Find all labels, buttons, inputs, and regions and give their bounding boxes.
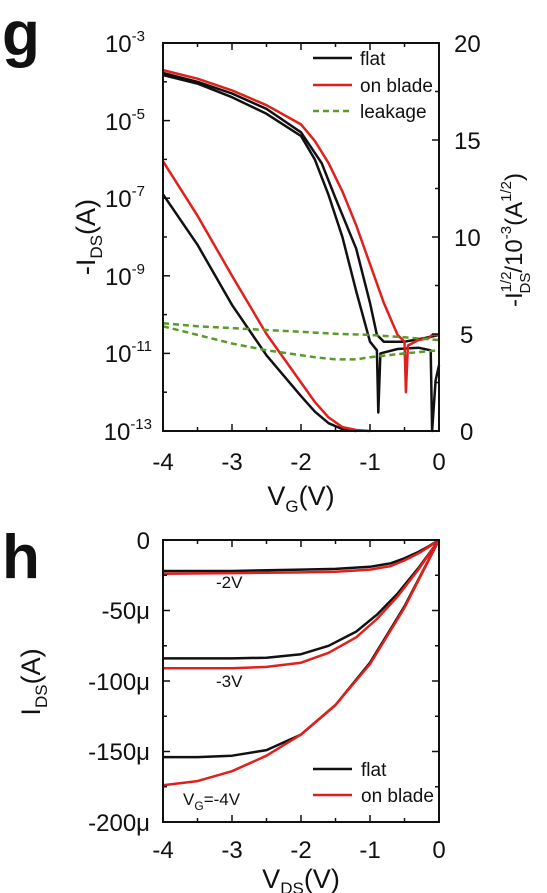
h-x-axis-label: VDS(V) bbox=[262, 864, 340, 893]
h-series-2-line bbox=[163, 539, 441, 660]
g-ytick-left-3: 10-9 bbox=[105, 261, 145, 291]
h-series-1-line bbox=[162, 538, 440, 576]
g-ytick-left-1: 10-5 bbox=[105, 106, 145, 136]
panel-g-right-tick-labels: 20 15 10 5 0 bbox=[454, 31, 481, 446]
g-ytick-right-1: 15 bbox=[454, 128, 481, 155]
g-xtick-1: -3 bbox=[221, 449, 242, 476]
h-ytick-4: -200μ bbox=[88, 810, 150, 837]
h-legend-blade: on blade bbox=[361, 786, 434, 807]
g-right-axis-label: -I1/2 DS/10-3(A1/2) bbox=[498, 173, 534, 307]
g-x-axis-label: VG(V) bbox=[267, 481, 334, 516]
g-xtick-2: -2 bbox=[290, 449, 311, 476]
g-left-axis-label: -IDS(A) bbox=[71, 199, 106, 275]
g-ytick-left-5: 10-13 bbox=[104, 416, 152, 446]
h-annotation-vg-4: VG=-4V bbox=[183, 790, 241, 813]
panel-h-ticks bbox=[162, 539, 440, 822]
h-y-axis-label: IDS(A) bbox=[16, 648, 51, 715]
h-annotation-vg-3: -3V bbox=[216, 672, 243, 691]
h-xtick-3: -1 bbox=[359, 837, 380, 864]
panel-g-ticks bbox=[162, 42, 440, 432]
h-ytick-2: -100μ bbox=[88, 669, 150, 696]
g-series-5-line bbox=[162, 321, 440, 342]
g-xtick-4: 0 bbox=[432, 449, 445, 476]
panel-g-left-tick-labels: 10-3 10-5 10-7 10-9 10-11 10-13 bbox=[104, 28, 152, 446]
panel-g: g 10-3 10-5 10-7 10-9 10-11 10-13 20 15 … bbox=[2, 0, 534, 516]
g-ytick-right-0: 20 bbox=[454, 31, 481, 58]
panel-g-x-tick-labels: -4 -3 -2 -1 0 bbox=[152, 449, 445, 476]
h-ytick-0: 0 bbox=[137, 528, 150, 555]
g-ytick-right-2: 10 bbox=[454, 225, 481, 252]
panel-h-y-tick-labels: 0 -50μ -100μ -150μ -200μ bbox=[88, 528, 150, 837]
g-ytick-right-3: 5 bbox=[460, 322, 473, 349]
panel-h-x-tick-labels: -4 -3 -2 -1 0 bbox=[152, 837, 445, 864]
h-xtick-0: -4 bbox=[152, 837, 173, 864]
g-series-4-line bbox=[161, 160, 371, 433]
g-ytick-left-0: 10-3 bbox=[105, 28, 145, 58]
g-legend-flat: flat bbox=[360, 49, 386, 70]
panel-g-curves bbox=[161, 68, 441, 433]
h-xtick-4: 0 bbox=[432, 837, 445, 864]
g-ytick-right-4: 0 bbox=[460, 419, 473, 446]
g-series-1-line bbox=[161, 193, 357, 433]
g-xtick-0: -4 bbox=[152, 449, 173, 476]
h-xtick-2: -2 bbox=[290, 837, 311, 864]
g-ytick-left-4: 10-11 bbox=[105, 338, 152, 368]
h-series-3-line bbox=[163, 539, 441, 670]
panel-h: h 0 -50μ -100μ -150μ -200μ -4 -3 -2 -1 0… bbox=[2, 523, 446, 893]
g-series-3-line bbox=[162, 68, 439, 394]
panel-h-legend: flat on blade bbox=[313, 760, 434, 807]
g-xtick-3: -1 bbox=[359, 449, 380, 476]
g-series-2-line bbox=[162, 71, 440, 343]
g-series-0-line bbox=[162, 73, 441, 433]
h-ytick-3: -150μ bbox=[88, 739, 150, 766]
panel-h-curves bbox=[162, 538, 441, 787]
g-legend-leakage: leakage bbox=[360, 102, 427, 123]
panel-letter-g: g bbox=[2, 0, 40, 69]
h-annotation-vg-2: -2V bbox=[216, 573, 243, 592]
h-legend-flat: flat bbox=[361, 760, 387, 781]
h-ytick-1: -50μ bbox=[101, 598, 150, 625]
g-series-6-line bbox=[162, 325, 440, 361]
h-xtick-1: -3 bbox=[221, 837, 242, 864]
panel-g-legend: flat on blade leakage bbox=[313, 49, 433, 123]
g-ytick-left-2: 10-7 bbox=[105, 183, 145, 213]
panel-letter-h: h bbox=[2, 523, 40, 592]
h-series-5-line bbox=[162, 539, 441, 787]
g-legend-blade: on blade bbox=[360, 76, 433, 97]
